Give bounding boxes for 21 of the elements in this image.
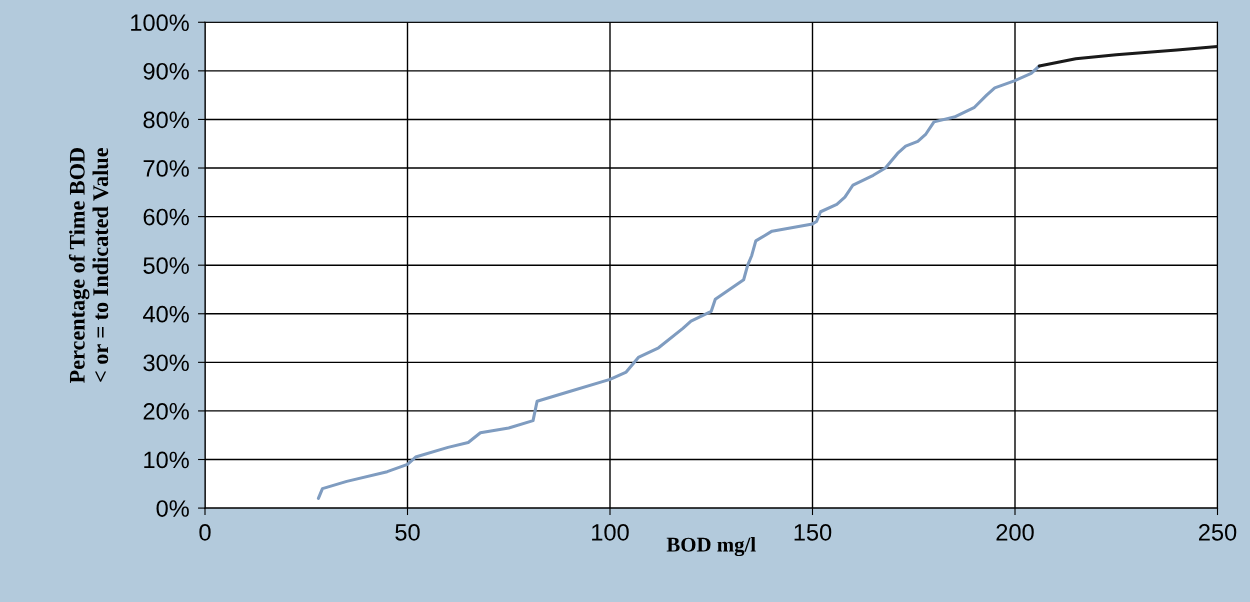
- y-tick-label: 70%: [143, 160, 189, 177]
- x-tick-label: 200: [996, 523, 1034, 541]
- x-tick-label: 0: [199, 523, 211, 541]
- y-tick-label: 50%: [143, 257, 189, 274]
- y-tick-label: 40%: [143, 305, 189, 323]
- line-series: [316, 64, 1041, 500]
- line-series: [1037, 45, 1218, 68]
- x-tick-label: 100: [592, 523, 629, 541]
- y-tick-label: 80%: [143, 111, 189, 129]
- x-tick-label: 150: [794, 523, 832, 541]
- y-tick-label: 0%: [156, 500, 189, 517]
- y-tick-label: 10%: [144, 451, 189, 469]
- y-axis-title: Percentage of Time BOD < or = to Indicated Value: [68, 148, 109, 384]
- x-axis-title: BOD mg/l: [666, 537, 756, 557]
- y-tick-label: 60%: [143, 208, 189, 226]
- x-tick-label: 50: [395, 523, 420, 541]
- y-tick-label: 90%: [143, 62, 189, 80]
- y-tick-label: 100%: [131, 14, 189, 32]
- x-tick-label: 250: [1198, 523, 1237, 541]
- y-tick-label: 20%: [143, 402, 189, 420]
- y-tick-label: 30%: [143, 354, 189, 372]
